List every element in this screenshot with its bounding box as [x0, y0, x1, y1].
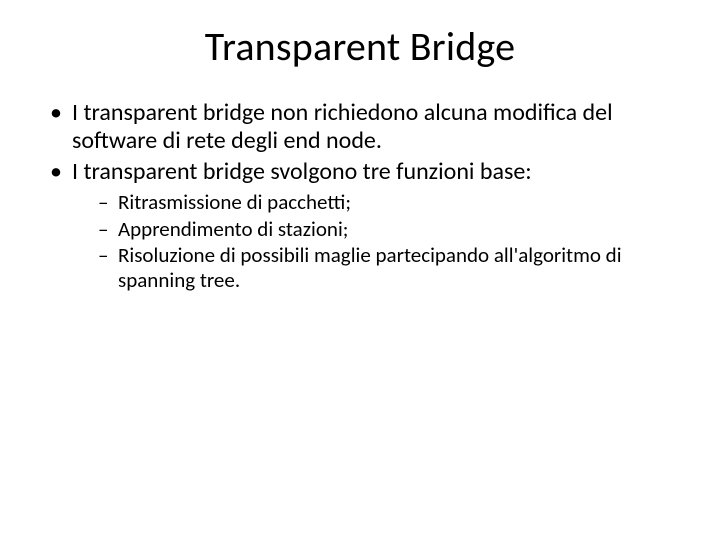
sub-bullet-text: Ritrasmissione di pacchetti; — [118, 189, 351, 215]
sub-bullet-list: Ritrasmissione di pacchetti; Apprendimen… — [72, 190, 680, 293]
bullet-item: I transparent bridge svolgono tre funzio… — [50, 158, 680, 293]
bullet-list: I transparent bridge non richiedono alcu… — [40, 99, 680, 293]
sub-bullet-item: Risoluzione di possibili maglie partecip… — [98, 243, 680, 293]
sub-bullet-text: Risoluzione di possibili maglie partecip… — [118, 242, 622, 293]
sub-bullet-item: Apprendimento di stazioni; — [98, 217, 680, 242]
sub-bullet-text: Apprendimento di stazioni; — [118, 216, 348, 242]
bullet-text: I transparent bridge svolgono tre funzio… — [72, 157, 532, 186]
sub-bullet-item: Ritrasmissione di pacchetti; — [98, 190, 680, 215]
bullet-item: I transparent bridge non richiedono alcu… — [50, 99, 680, 156]
slide-title: Transparent Bridge — [40, 22, 680, 71]
slide: Transparent Bridge I transparent bridge … — [0, 0, 720, 540]
bullet-text: I transparent bridge non richiedono alcu… — [72, 98, 613, 155]
